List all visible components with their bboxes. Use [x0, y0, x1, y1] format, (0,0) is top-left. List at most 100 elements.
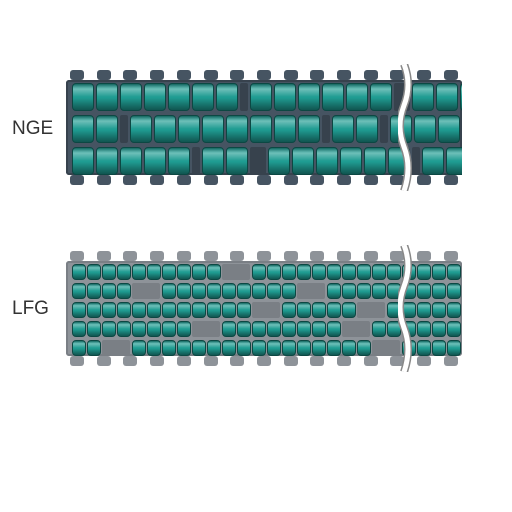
- frame-block: [222, 264, 250, 280]
- tooth: [150, 356, 164, 366]
- frame-block: [192, 321, 220, 337]
- roller: [267, 340, 281, 356]
- tooth: [417, 251, 431, 261]
- roller: [226, 147, 248, 175]
- tooth: [257, 175, 271, 185]
- roller: [147, 340, 161, 356]
- roller: [162, 283, 176, 299]
- roller: [154, 115, 176, 143]
- roller: [292, 147, 314, 175]
- frame-block: [380, 115, 388, 143]
- tooth: [310, 70, 324, 80]
- roller: [446, 147, 462, 175]
- roller: [267, 264, 281, 280]
- belt-body: [66, 261, 462, 356]
- tooth: [204, 251, 218, 261]
- roller: [177, 302, 191, 318]
- roller: [147, 321, 161, 337]
- roller: [117, 264, 131, 280]
- roller: [340, 147, 362, 175]
- tooth: [257, 70, 271, 80]
- tooth: [417, 175, 431, 185]
- roller: [192, 302, 206, 318]
- roller: [282, 321, 296, 337]
- roller: [96, 147, 118, 175]
- roller: [87, 283, 101, 299]
- teeth-bottom: [66, 175, 462, 185]
- roller: [252, 340, 266, 356]
- page: NGE LFG: [0, 0, 512, 512]
- roller: [390, 115, 412, 143]
- roller: [144, 83, 166, 111]
- nge-label: NGE: [12, 118, 53, 140]
- tooth: [444, 175, 458, 185]
- roller: [312, 302, 326, 318]
- roller: [207, 340, 221, 356]
- roller: [237, 302, 251, 318]
- roller: [402, 321, 416, 337]
- tooth: [177, 70, 191, 80]
- roller: [298, 115, 320, 143]
- roller: [274, 115, 296, 143]
- tooth: [230, 70, 244, 80]
- roller: [417, 264, 431, 280]
- roller-row: [66, 83, 462, 111]
- roller: [237, 283, 251, 299]
- tooth: [364, 356, 378, 366]
- roller: [267, 283, 281, 299]
- tooth: [364, 70, 378, 80]
- tooth: [97, 70, 111, 80]
- roller: [432, 302, 446, 318]
- tooth: [230, 175, 244, 185]
- tooth: [123, 356, 137, 366]
- roller: [192, 340, 206, 356]
- roller: [402, 264, 416, 280]
- roller: [162, 264, 176, 280]
- roller: [117, 302, 131, 318]
- teeth-top: [66, 70, 462, 80]
- roller: [132, 302, 146, 318]
- roller: [322, 83, 344, 111]
- roller: [387, 264, 401, 280]
- roller: [222, 321, 236, 337]
- tooth: [123, 251, 137, 261]
- frame-block: [342, 321, 370, 337]
- roller: [402, 302, 416, 318]
- roller: [72, 340, 86, 356]
- roller: [436, 83, 458, 111]
- roller: [96, 83, 118, 111]
- tooth: [97, 251, 111, 261]
- roller: [250, 115, 272, 143]
- roller: [438, 115, 460, 143]
- roller: [327, 302, 341, 318]
- roller: [332, 115, 354, 143]
- tooth: [284, 175, 298, 185]
- roller-row: [66, 340, 462, 356]
- tooth: [123, 175, 137, 185]
- tooth: [177, 251, 191, 261]
- tooth: [70, 251, 84, 261]
- tooth: [177, 356, 191, 366]
- roller: [432, 340, 446, 356]
- tooth: [284, 356, 298, 366]
- roller: [168, 147, 190, 175]
- frame-block: [192, 147, 200, 175]
- roller: [417, 340, 431, 356]
- roller: [72, 147, 94, 175]
- tooth: [444, 70, 458, 80]
- roller: [312, 321, 326, 337]
- roller: [447, 264, 461, 280]
- roller: [72, 115, 94, 143]
- roller: [460, 83, 462, 111]
- roller: [237, 340, 251, 356]
- roller: [372, 321, 386, 337]
- roller: [132, 340, 146, 356]
- roller: [387, 321, 401, 337]
- roller-row: [66, 321, 462, 337]
- roller: [432, 321, 446, 337]
- roller: [447, 302, 461, 318]
- roller: [102, 321, 116, 337]
- roller: [327, 283, 341, 299]
- roller: [327, 321, 341, 337]
- roller: [72, 264, 86, 280]
